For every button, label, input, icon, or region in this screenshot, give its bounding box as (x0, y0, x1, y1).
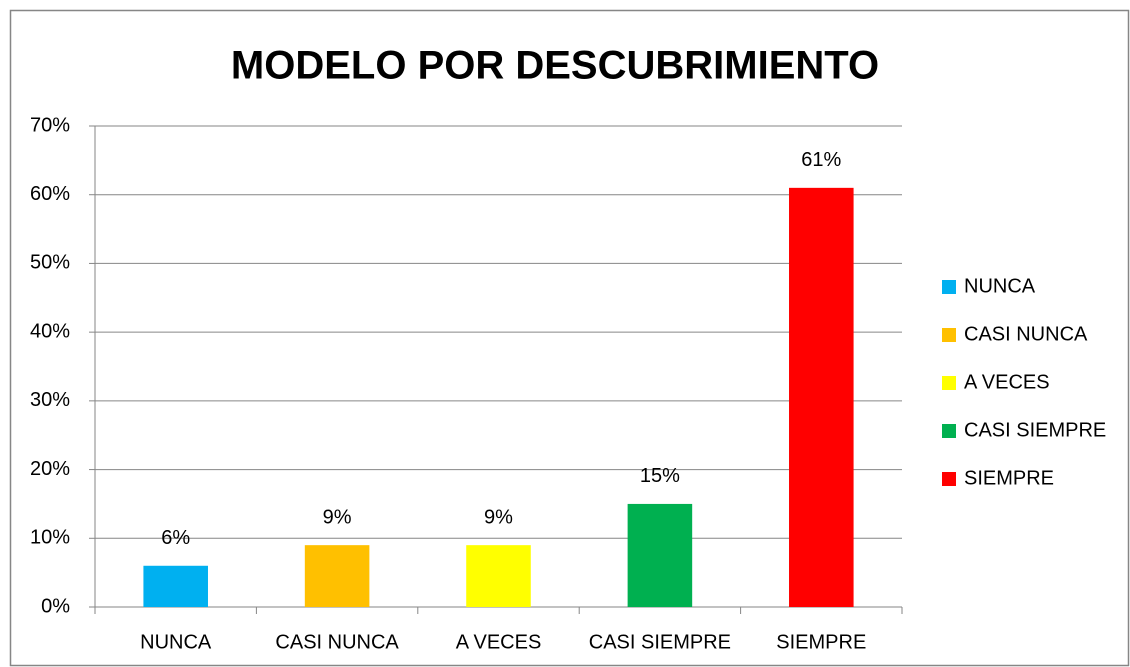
bar (789, 187, 854, 608)
legend-swatch (942, 280, 956, 294)
x-tick-label: SIEMPRE (776, 631, 866, 653)
y-tick-label: 0% (41, 595, 70, 617)
y-tick-label: 60% (30, 183, 70, 205)
data-label: 15% (640, 465, 680, 487)
data-label: 61% (801, 149, 841, 171)
legend-swatch (942, 424, 956, 438)
y-tick-label: 20% (30, 458, 70, 480)
bar (304, 545, 370, 607)
y-tick-label: 50% (30, 252, 70, 274)
legend-label: A VECES (964, 371, 1050, 393)
legend-label: NUNCA (964, 275, 1036, 297)
y-tick-label: 70% (30, 114, 70, 136)
bar (627, 503, 693, 607)
x-tick-label: A VECES (456, 631, 542, 653)
bar (466, 545, 531, 607)
x-tick-label: CASI NUNCA (275, 631, 399, 653)
data-label: 9% (484, 506, 513, 528)
y-tick-label: 40% (30, 320, 70, 342)
legend-label: CASI SIEMPRE (964, 419, 1106, 441)
bar (143, 565, 208, 607)
x-tick-label: CASI SIEMPRE (589, 631, 731, 653)
y-tick-label: 30% (30, 389, 70, 411)
x-tick-label: NUNCA (140, 631, 212, 653)
legend-label: SIEMPRE (964, 467, 1054, 489)
data-label: 9% (323, 506, 352, 528)
legend-swatch (942, 376, 956, 390)
data-label: 6% (161, 527, 190, 549)
legend-label: CASI NUNCA (964, 323, 1088, 345)
legend-swatch (942, 328, 956, 342)
legend-swatch (942, 472, 956, 486)
y-tick-label: 10% (30, 527, 70, 549)
chart-title: MODELO POR DESCUBRIMIENTO (231, 44, 879, 88)
